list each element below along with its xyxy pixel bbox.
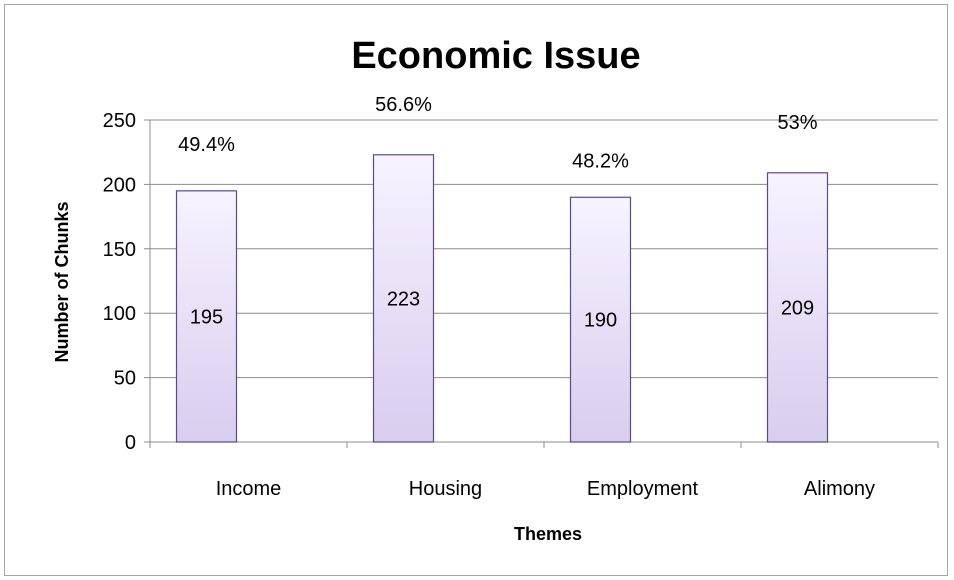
percent-label: 48.2% xyxy=(572,150,629,172)
value-label: 209 xyxy=(781,297,814,319)
x-tick-label: Alimony xyxy=(804,478,875,500)
percent-label: 53% xyxy=(777,112,817,134)
bar xyxy=(766,172,829,443)
chart-title: Economic Issue xyxy=(351,35,640,77)
y-tick-label: 50 xyxy=(114,368,136,390)
x-tick-labels: Income Housing Employment Alimony xyxy=(216,478,875,500)
y-axis-title: Number of Chunks xyxy=(52,201,72,362)
y-tick-label: 250 xyxy=(103,110,136,132)
y-tick-label: 0 xyxy=(125,432,136,454)
y-tick-label: 200 xyxy=(103,174,136,196)
bar xyxy=(175,190,238,443)
value-label: 223 xyxy=(387,288,420,310)
value-label: 190 xyxy=(584,310,617,332)
y-tick-labels: 0 50 100 150 200 250 xyxy=(103,110,136,454)
bar xyxy=(569,196,632,443)
data-labels: 195 49.4% 223 56.6% 190 48.2% 209 53% xyxy=(178,94,818,332)
x-axis-title: Themes xyxy=(514,524,582,544)
percent-label: 56.6% xyxy=(375,94,432,116)
percent-label: 49.4% xyxy=(178,134,235,156)
y-tick-label: 100 xyxy=(103,303,136,325)
x-tick-label: Housing xyxy=(409,478,482,500)
bars xyxy=(175,154,829,443)
x-tick-label: Employment xyxy=(587,478,699,500)
y-tick-label: 150 xyxy=(103,239,136,261)
value-label: 195 xyxy=(190,306,223,328)
bar xyxy=(372,154,435,443)
x-tick-label: Income xyxy=(216,478,282,500)
